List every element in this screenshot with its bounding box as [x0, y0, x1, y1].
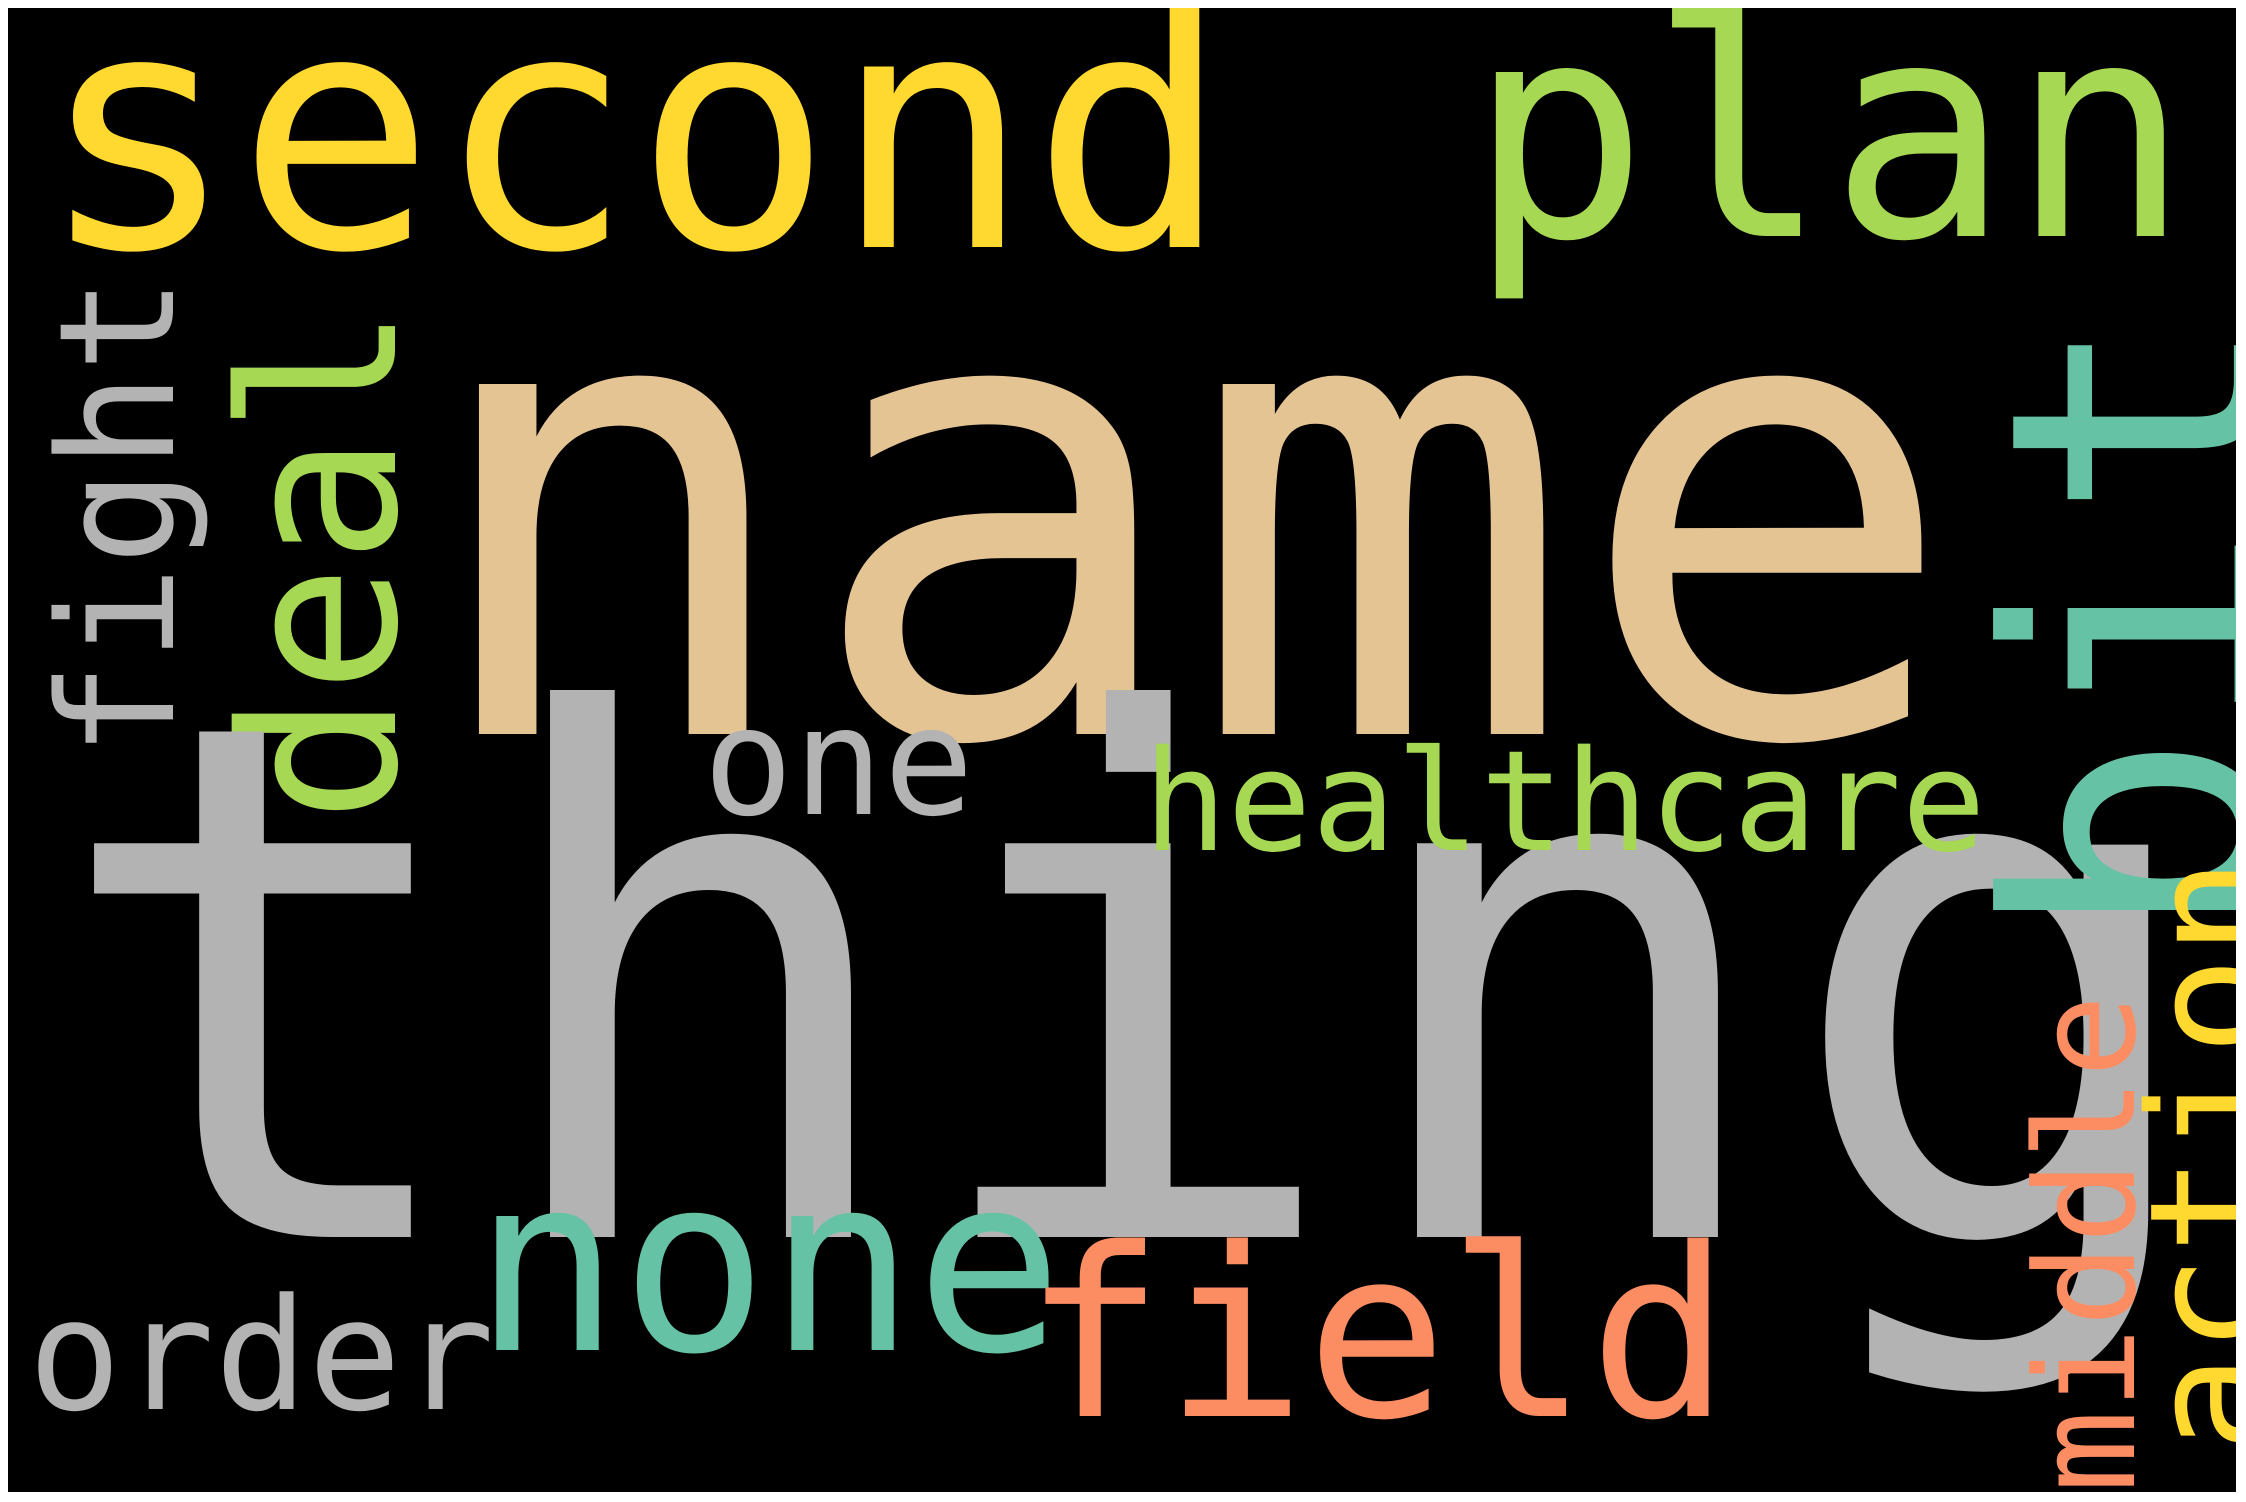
word-one: one	[703, 676, 974, 850]
word-healthcare: healthcare	[1143, 721, 1986, 884]
word-cloud: second plan fight deal name thing one he…	[8, 8, 2236, 1492]
word-second: second	[38, 8, 1231, 325]
word-action: action	[2114, 856, 2236, 1453]
word-order: order	[28, 1265, 495, 1446]
word-field: field	[1023, 1199, 1731, 1472]
word-name: name	[418, 140, 1960, 885]
word-thing: thing	[48, 569, 2216, 1407]
word-none: none	[473, 1123, 1064, 1408]
word-bit: bit	[1934, 310, 2236, 943]
word-plan: plan	[1468, 8, 2191, 307]
